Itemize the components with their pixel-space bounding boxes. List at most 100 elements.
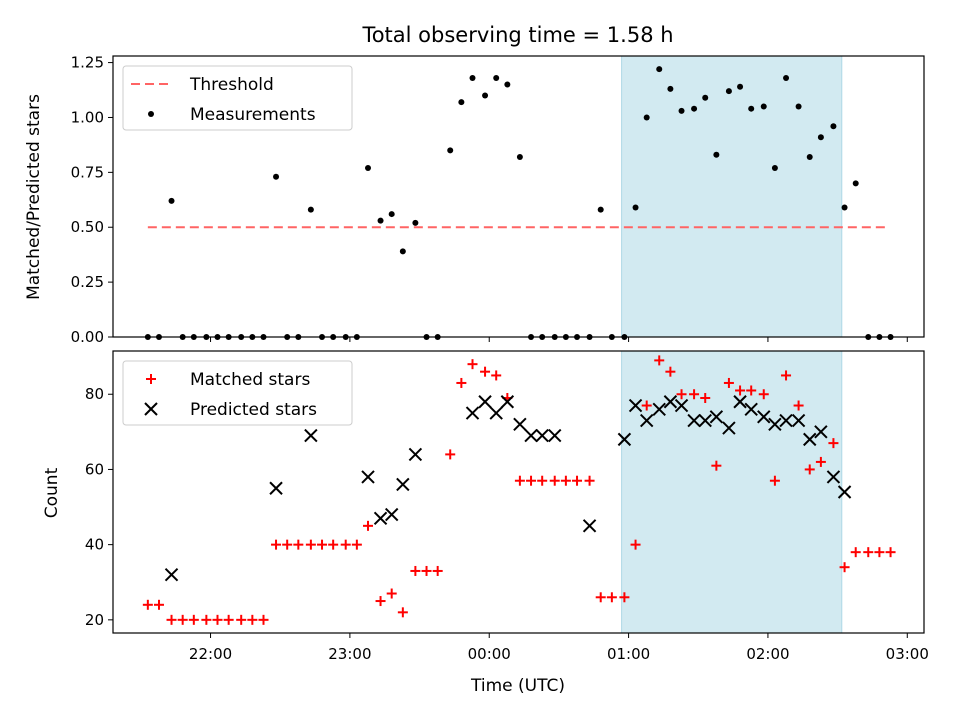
matched-star-point <box>491 370 502 381</box>
y-tick-label: 60 <box>85 460 104 478</box>
legend-label: Matched stars <box>190 370 310 390</box>
measurement-point <box>841 204 848 211</box>
matched-star-point <box>630 539 641 550</box>
measurement-point <box>748 105 755 112</box>
matched-star-point <box>828 438 839 449</box>
matched-star-point <box>781 370 792 381</box>
matched-star-point <box>769 475 780 486</box>
measurement-point <box>458 99 465 106</box>
x-tick-label: 02:00 <box>746 645 789 663</box>
chart-title: Total observing time = 1.58 h <box>361 23 673 47</box>
matched-star-point <box>850 547 861 558</box>
measurement-point <box>377 217 384 224</box>
matched-star-point <box>584 475 595 486</box>
matched-star-point <box>421 565 432 576</box>
x-tick-label: 22:00 <box>189 645 232 663</box>
measurement-point <box>737 83 744 90</box>
top-y-axis-label: Matched/Predicted stars <box>24 94 44 300</box>
matched-star-point <box>166 614 177 625</box>
matched-star-point <box>258 614 269 625</box>
predicted-star-point <box>837 485 852 499</box>
predicted-star-point <box>513 417 527 432</box>
measurement-point <box>365 164 372 171</box>
predicted-star-point <box>269 481 283 495</box>
matched-star-point <box>839 562 850 573</box>
matched-star-point <box>467 359 478 370</box>
predicted-star-point <box>663 395 678 409</box>
measurement-point <box>412 219 419 226</box>
y-tick-label: 20 <box>85 611 104 629</box>
predicted-star-point <box>779 413 793 428</box>
predicted-star-point <box>674 398 689 413</box>
measurement-point <box>469 74 476 81</box>
matched-star-point <box>549 475 560 486</box>
matched-star-point <box>700 393 711 403</box>
matched-star-point <box>676 389 687 400</box>
predicted-star-point <box>500 395 515 409</box>
measurement-point <box>516 153 523 160</box>
legend-label: Predicted stars <box>190 400 317 420</box>
predicted-star-point <box>814 425 828 439</box>
matched-star-point <box>247 614 258 625</box>
bottom-panel: 20 40 60 80 22:00 23:00 00:00 01:00 02:00 03:00 Ma… <box>85 350 929 663</box>
y-tick-label: 0.00 <box>71 328 104 346</box>
observing-window <box>621 350 843 634</box>
matched-star-point <box>885 547 896 558</box>
bottom-y-axis-label: Count <box>42 467 62 518</box>
measurement-point <box>388 211 395 218</box>
matched-star-point <box>328 539 339 550</box>
x-tick-label: 01:00 <box>607 645 650 663</box>
matched-star-point <box>793 400 804 411</box>
measurement-point <box>702 94 709 101</box>
matched-star-point <box>271 539 282 550</box>
predicted-star-point <box>768 417 782 432</box>
matched-star-point <box>212 614 223 625</box>
matched-star-point <box>595 592 606 603</box>
predicted-star-point <box>757 410 771 424</box>
predicted-star-point <box>373 511 388 526</box>
matched-star-point <box>572 475 583 486</box>
y-tick-label: 0.50 <box>71 218 104 236</box>
matched-star-point <box>689 389 700 400</box>
matched-star-point <box>560 475 571 486</box>
observing-window <box>621 55 843 338</box>
predicted-star-point <box>408 447 423 462</box>
predicted-star-point <box>617 432 632 447</box>
matched-star-point <box>153 599 164 610</box>
measurement-point <box>504 81 511 88</box>
predicted-star-point <box>652 402 666 416</box>
matched-star-point <box>223 614 234 625</box>
legend-predicted-swatch <box>144 402 158 416</box>
measurement-point <box>713 151 720 158</box>
predicted-star-point <box>826 470 841 484</box>
matched-star-point <box>874 547 885 558</box>
matched-star-point <box>804 464 815 475</box>
matched-star-point <box>386 588 397 599</box>
axes-frame <box>112 55 925 338</box>
top-panel: 0.00 0.25 0.50 0.75 1.00 1.25 Threshold Measure… <box>71 54 925 346</box>
measurement-point <box>273 173 280 180</box>
legend-box <box>122 360 353 426</box>
matched-star-point <box>641 400 652 411</box>
predicted-star-point <box>687 413 701 428</box>
predicted-star-point <box>548 428 562 443</box>
predicted-star-point <box>582 519 597 533</box>
predicted-star-point <box>733 395 747 409</box>
matched-star-point <box>619 592 630 603</box>
measurement-point <box>482 92 489 99</box>
matched-star-point <box>665 366 676 377</box>
measurement-point <box>667 85 674 92</box>
predicted-star-point <box>744 402 758 416</box>
matched-star-point <box>514 475 525 486</box>
matched-star-point <box>236 614 247 625</box>
measurement-point <box>643 114 650 121</box>
x-axis-label: Time (UTC) <box>470 676 565 696</box>
predicted-star-point <box>709 410 724 424</box>
measurement-point <box>783 74 790 81</box>
matched-star-point <box>758 389 769 400</box>
matched-star-point <box>397 607 408 618</box>
axes-frame <box>112 350 925 634</box>
measurement-point <box>447 147 454 154</box>
x-tick-label: 00:00 <box>468 645 511 663</box>
